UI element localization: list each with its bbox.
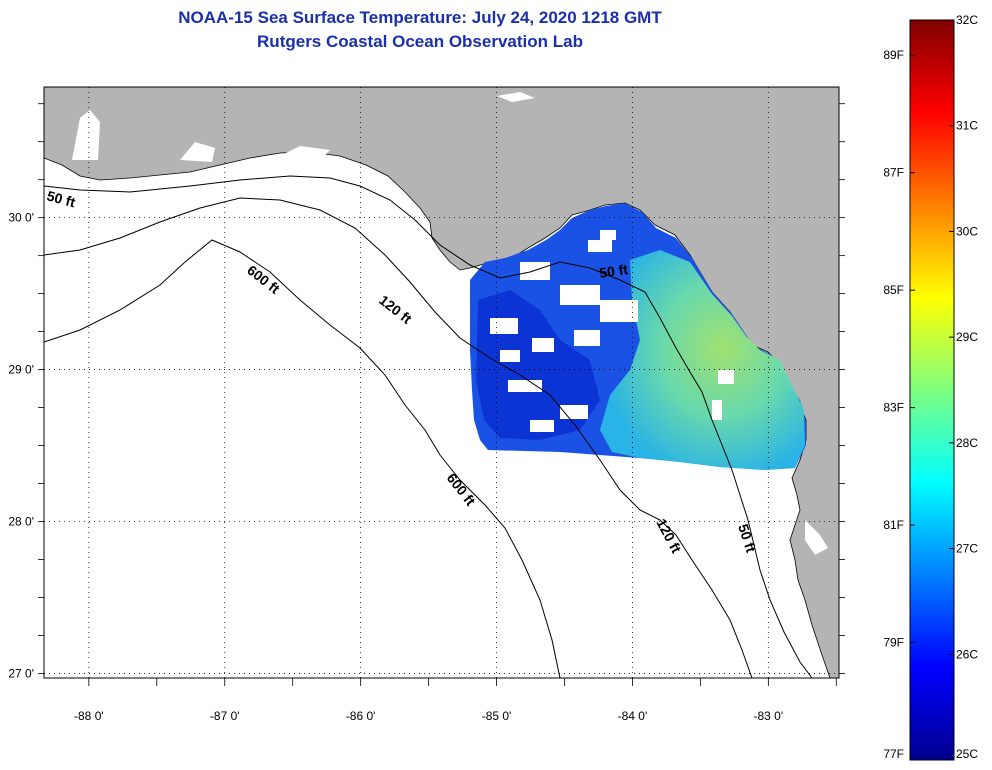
colorbar-celsius-label: 30C xyxy=(956,224,978,238)
pensacola-bay xyxy=(180,142,215,162)
lat-tick-label: 29 0' xyxy=(8,363,34,377)
depth-label-50ft-bigbend: 50 ft xyxy=(598,261,629,281)
colorbar-fahrenheit-label: 81F xyxy=(883,518,904,532)
lon-tick-label: -83 0' xyxy=(754,709,784,723)
colorbar-celsius-label: 25C xyxy=(956,747,978,761)
cloud-gaps xyxy=(490,230,734,432)
mobile-bay xyxy=(72,110,100,160)
colorbar-celsius-label: 32C xyxy=(956,13,978,27)
colorbar-fahrenheit-label: 77F xyxy=(883,747,904,761)
lat-tick-label: 28 0' xyxy=(8,515,34,529)
colorbar-celsius-label: 27C xyxy=(956,542,978,556)
colorbar-fahrenheit-label: 85F xyxy=(883,283,904,297)
lat-tick-label: 27 0' xyxy=(8,666,34,680)
colorbar-fahrenheit-label: 89F xyxy=(883,48,904,62)
colorbar-fahrenheit-labels: 89F 87F 85F 83F 81F 79F 77F xyxy=(883,48,915,761)
choctawhatchee-bay xyxy=(280,146,330,160)
map-subtitle: Rutgers Coastal Ocean Observation Lab xyxy=(257,32,583,51)
colorbar-fahrenheit-label: 79F xyxy=(883,636,904,650)
map-title: NOAA-15 Sea Surface Temperature: July 24… xyxy=(178,8,662,27)
colorbar-celsius-label: 29C xyxy=(956,330,978,344)
lon-tick-label: -86 0' xyxy=(346,709,376,723)
inland-lake xyxy=(497,92,535,102)
temperature-colorbar xyxy=(909,19,955,761)
contour-120ft xyxy=(44,197,753,678)
colorbar-celsius-label: 31C xyxy=(956,119,978,133)
lon-tick-label: -88 0' xyxy=(74,709,104,723)
contour-600ft xyxy=(44,239,561,678)
colorbar-celsius-labels: 32C 31C 30C 29C 28C 27C 26C 25C xyxy=(949,13,978,761)
lon-tick-label: -85 0' xyxy=(482,709,512,723)
lon-tick-label: -87 0' xyxy=(210,709,240,723)
tampa-bay xyxy=(805,520,828,555)
map-frame xyxy=(43,86,840,679)
tick-labels: -88 0' -87 0' -86 0' -85 0' -84 0' -83 0' 30 0… xyxy=(8,211,783,723)
depth-label-50ft-west: 50 ft xyxy=(45,187,77,210)
colorbar-celsius-label: 26C xyxy=(956,647,978,661)
colorbar-fahrenheit-label: 87F xyxy=(883,166,904,180)
colorbar-fahrenheit-label: 83F xyxy=(883,401,904,415)
lat-tick-label: 30 0' xyxy=(8,211,34,225)
graticule xyxy=(38,87,845,686)
contour-50ft xyxy=(44,175,813,678)
colorbar-celsius-label: 28C xyxy=(956,436,978,450)
lon-tick-label: -84 0' xyxy=(618,709,648,723)
sst-warm-region xyxy=(600,250,805,470)
